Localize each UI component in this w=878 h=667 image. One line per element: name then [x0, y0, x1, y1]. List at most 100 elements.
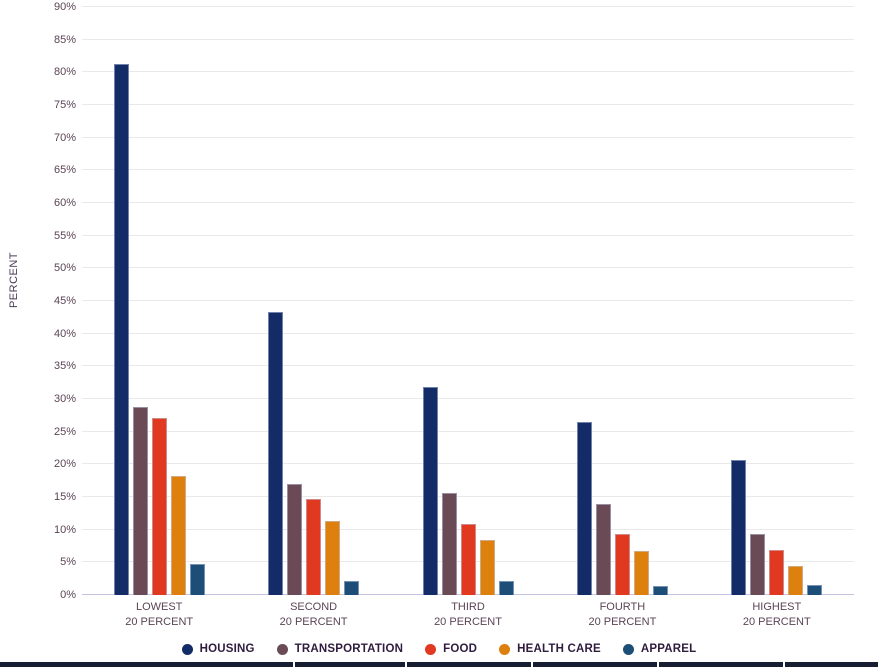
y-tick-label: 30% — [53, 393, 76, 405]
strip-divider — [293, 662, 295, 667]
y-tick-label: 60% — [53, 197, 76, 209]
y-tick-label: 70% — [53, 131, 76, 144]
legend-marker-icon — [425, 643, 437, 655]
gridline — [82, 71, 854, 73]
legend-marker-icon — [181, 643, 193, 655]
gridline — [82, 38, 854, 40]
gridline — [82, 6, 854, 7]
x-category-line1: LOWEST — [135, 601, 183, 613]
plot-area — [82, 6, 854, 595]
y-tick-label: 35% — [53, 360, 76, 373]
legend-marker-icon — [499, 643, 511, 655]
bar-transportation — [441, 493, 457, 595]
x-category-line1: FOURTH — [599, 601, 646, 613]
legend-marker-icon — [622, 643, 634, 655]
gridline — [82, 267, 854, 269]
y-tick-label: 0% — [60, 589, 76, 601]
gridline — [82, 332, 854, 334]
bar-apparel — [344, 580, 360, 595]
bar-housing — [422, 386, 438, 595]
y-tick-label: 45% — [53, 295, 76, 307]
y-tick-label: 80% — [53, 66, 76, 79]
strip-divider — [531, 662, 533, 667]
bar-health-care — [170, 476, 186, 595]
legend-label: HOUSING — [199, 643, 255, 655]
legend-item-apparel: APPAREL — [622, 643, 697, 655]
strip-divider — [405, 662, 407, 667]
legend-item-housing: HOUSING — [181, 643, 255, 655]
strip-divider — [783, 662, 785, 667]
legend-label: HEALTH CARE — [517, 643, 601, 655]
x-category-line2: 20 PERCENT — [742, 616, 811, 628]
x-category-line2: 20 PERCENT — [588, 616, 657, 628]
bar-food — [151, 417, 167, 595]
bar-health-care — [633, 550, 649, 595]
bar-group — [731, 460, 823, 595]
legend-item-food: FOOD — [425, 643, 477, 655]
gridline — [82, 463, 854, 465]
x-category-label: SECOND 20 PERCENT — [239, 600, 389, 630]
y-tick-label: 10% — [53, 523, 76, 536]
bar-food — [769, 549, 785, 595]
gridline — [82, 365, 854, 367]
x-category-label: LOWEST 20 PERCENT — [84, 600, 234, 630]
gridline — [82, 398, 854, 399]
y-tick-label: 90% — [53, 1, 76, 13]
bar-apparel — [652, 585, 668, 595]
gridline — [82, 300, 854, 301]
bar-group — [576, 421, 668, 595]
legend-label: TRANSPORTATION — [294, 643, 404, 655]
bar-food — [306, 498, 322, 595]
bar-housing — [113, 63, 129, 595]
gridline — [82, 202, 854, 203]
bottom-table-edge — [0, 662, 878, 667]
y-tick-label: 85% — [53, 33, 76, 46]
bar-group — [422, 386, 514, 595]
bar-food — [460, 523, 476, 595]
bar-apparel — [498, 581, 514, 595]
gridline — [82, 234, 854, 236]
x-category-line1: THIRD — [451, 601, 485, 613]
gridline — [82, 136, 854, 138]
gridline — [82, 496, 854, 497]
y-tick-label: 75% — [53, 99, 76, 111]
bar-housing — [731, 460, 747, 595]
y-tick-label: 65% — [53, 164, 76, 177]
legend-marker-icon — [276, 643, 288, 655]
y-tick-label: 50% — [53, 262, 76, 275]
x-category-line1: SECOND — [290, 601, 338, 613]
y-tick-label: 20% — [53, 458, 76, 471]
bar-housing — [268, 312, 284, 595]
x-category-label: HIGHEST 20 PERCENT — [702, 600, 852, 630]
bar-health-care — [788, 566, 804, 595]
bar-transportation — [750, 533, 766, 595]
x-category-label: THIRD 20 PERCENT — [393, 600, 543, 630]
y-tick-label: 15% — [53, 491, 76, 503]
y-tick-label: 55% — [53, 229, 76, 242]
gridline — [82, 104, 854, 105]
x-category-line2: 20 PERCENT — [434, 616, 502, 628]
gridline — [82, 430, 854, 432]
bar-food — [614, 533, 630, 595]
x-category-label: FOURTH 20 PERCENT — [547, 600, 697, 630]
y-tick-label: 40% — [53, 327, 76, 340]
legend-label: APPAREL — [640, 643, 697, 655]
bar-apparel — [807, 585, 823, 595]
bar-transportation — [287, 483, 303, 595]
chart-legend: HOUSING TRANSPORTATION FOOD HEALTH CARE APPA… — [0, 643, 878, 655]
bar-health-care — [479, 540, 495, 595]
bar-transportation — [132, 406, 148, 595]
bar-group — [113, 63, 205, 595]
bar-apparel — [189, 563, 205, 595]
x-category-line2: 20 PERCENT — [279, 616, 348, 628]
bar-health-care — [325, 521, 341, 595]
y-tick-label: 5% — [60, 556, 76, 569]
x-category-line2: 20 PERCENT — [125, 616, 194, 628]
gridline — [82, 169, 854, 171]
strip-divider — [657, 662, 659, 667]
y-tick-label: 25% — [53, 425, 76, 438]
legend-label: FOOD — [443, 643, 478, 655]
bar-transportation — [595, 504, 611, 595]
legend-item-health-care: HEALTH CARE — [499, 643, 601, 655]
